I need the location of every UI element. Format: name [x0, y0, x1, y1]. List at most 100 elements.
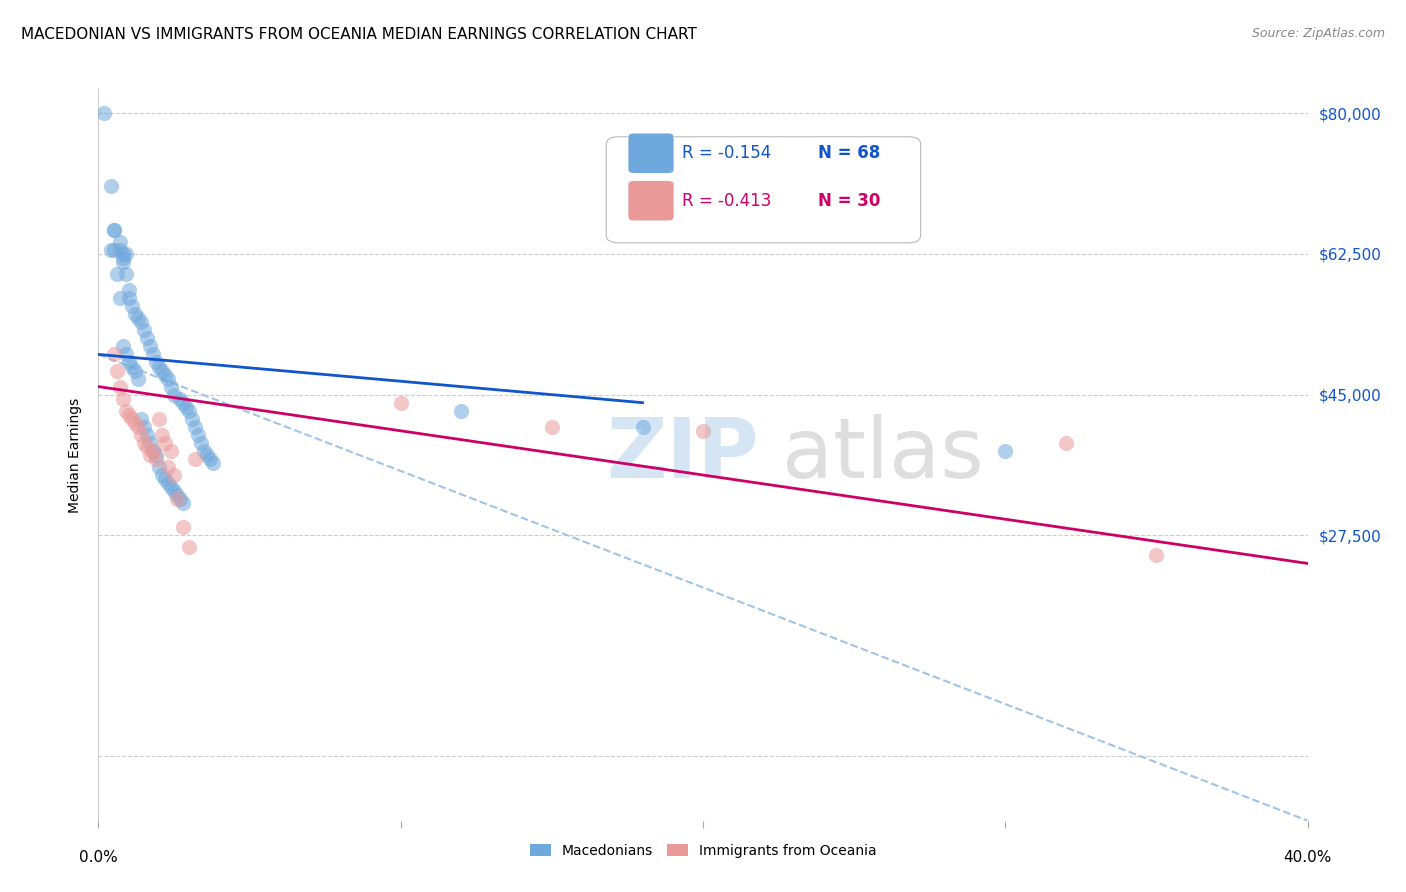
Point — [172, 395, 194, 409]
Point — [142, 347, 165, 361]
Point — [148, 411, 170, 425]
Point — [93, 106, 115, 120]
Point — [631, 419, 654, 434]
Point — [118, 283, 141, 297]
Text: Source: ZipAtlas.com: Source: ZipAtlas.com — [1251, 27, 1385, 40]
FancyBboxPatch shape — [628, 180, 673, 221]
Text: 40.0%: 40.0% — [1284, 850, 1331, 865]
Point — [111, 251, 134, 265]
Point — [127, 419, 149, 434]
Point — [195, 448, 218, 462]
Point — [184, 452, 207, 467]
Point — [156, 460, 179, 475]
Point — [169, 392, 191, 406]
Point — [200, 452, 222, 467]
Point — [114, 403, 136, 417]
Point — [181, 411, 204, 425]
Point — [118, 291, 141, 305]
Point — [1144, 549, 1167, 563]
Point — [172, 496, 194, 510]
Point — [174, 400, 197, 414]
Legend: Macedonians, Immigrants from Oceania: Macedonians, Immigrants from Oceania — [523, 837, 883, 865]
Point — [132, 435, 155, 450]
Y-axis label: Median Earnings: Median Earnings — [69, 397, 83, 513]
Point — [111, 392, 134, 406]
Point — [160, 379, 183, 393]
Point — [153, 472, 176, 486]
Point — [150, 427, 173, 442]
Point — [145, 448, 167, 462]
Point — [153, 368, 176, 382]
Text: R = -0.413: R = -0.413 — [682, 192, 772, 211]
Point — [108, 379, 131, 393]
Point — [121, 411, 143, 425]
Point — [179, 403, 201, 417]
Point — [124, 416, 146, 430]
Point — [108, 291, 131, 305]
Point — [103, 223, 125, 237]
Point — [202, 456, 225, 470]
Point — [160, 443, 183, 458]
Point — [103, 347, 125, 361]
Text: R = -0.154: R = -0.154 — [682, 144, 772, 161]
Point — [142, 443, 165, 458]
Point — [111, 255, 134, 269]
Point — [118, 355, 141, 369]
Point — [145, 355, 167, 369]
Point — [114, 247, 136, 261]
Point — [166, 492, 188, 507]
Text: N = 30: N = 30 — [818, 192, 880, 211]
FancyBboxPatch shape — [628, 133, 673, 173]
Point — [156, 476, 179, 491]
Point — [135, 331, 157, 345]
Point — [121, 359, 143, 374]
Text: ZIP: ZIP — [606, 415, 759, 495]
Text: MACEDONIAN VS IMMIGRANTS FROM OCEANIA MEDIAN EARNINGS CORRELATION CHART: MACEDONIAN VS IMMIGRANTS FROM OCEANIA ME… — [21, 27, 697, 42]
Point — [124, 307, 146, 321]
Point — [139, 435, 162, 450]
Point — [129, 315, 152, 329]
Point — [190, 435, 212, 450]
Point — [163, 484, 186, 499]
Point — [132, 419, 155, 434]
Point — [142, 443, 165, 458]
Point — [124, 363, 146, 377]
Point — [160, 480, 183, 494]
Point — [127, 371, 149, 385]
Point — [129, 411, 152, 425]
Point — [179, 541, 201, 555]
Point — [118, 408, 141, 422]
Point — [111, 339, 134, 353]
Point — [166, 488, 188, 502]
Point — [994, 443, 1017, 458]
Point — [135, 440, 157, 454]
Point — [1054, 435, 1077, 450]
Point — [169, 492, 191, 507]
Point — [540, 419, 562, 434]
Point — [103, 223, 125, 237]
Text: 0.0%: 0.0% — [79, 850, 118, 865]
Point — [163, 387, 186, 401]
Point — [150, 363, 173, 377]
Point — [100, 178, 122, 193]
Point — [132, 323, 155, 337]
Point — [187, 427, 209, 442]
Point — [108, 243, 131, 257]
Text: atlas: atlas — [782, 415, 983, 495]
Point — [139, 339, 162, 353]
Point — [150, 468, 173, 483]
Point — [129, 427, 152, 442]
Point — [148, 359, 170, 374]
Point — [114, 347, 136, 361]
Point — [148, 460, 170, 475]
Point — [103, 243, 125, 257]
Point — [692, 424, 714, 438]
Point — [156, 371, 179, 385]
Point — [105, 267, 128, 281]
Point — [114, 267, 136, 281]
Point — [145, 452, 167, 467]
Point — [184, 419, 207, 434]
Point — [111, 247, 134, 261]
Point — [108, 235, 131, 249]
Point — [135, 427, 157, 442]
